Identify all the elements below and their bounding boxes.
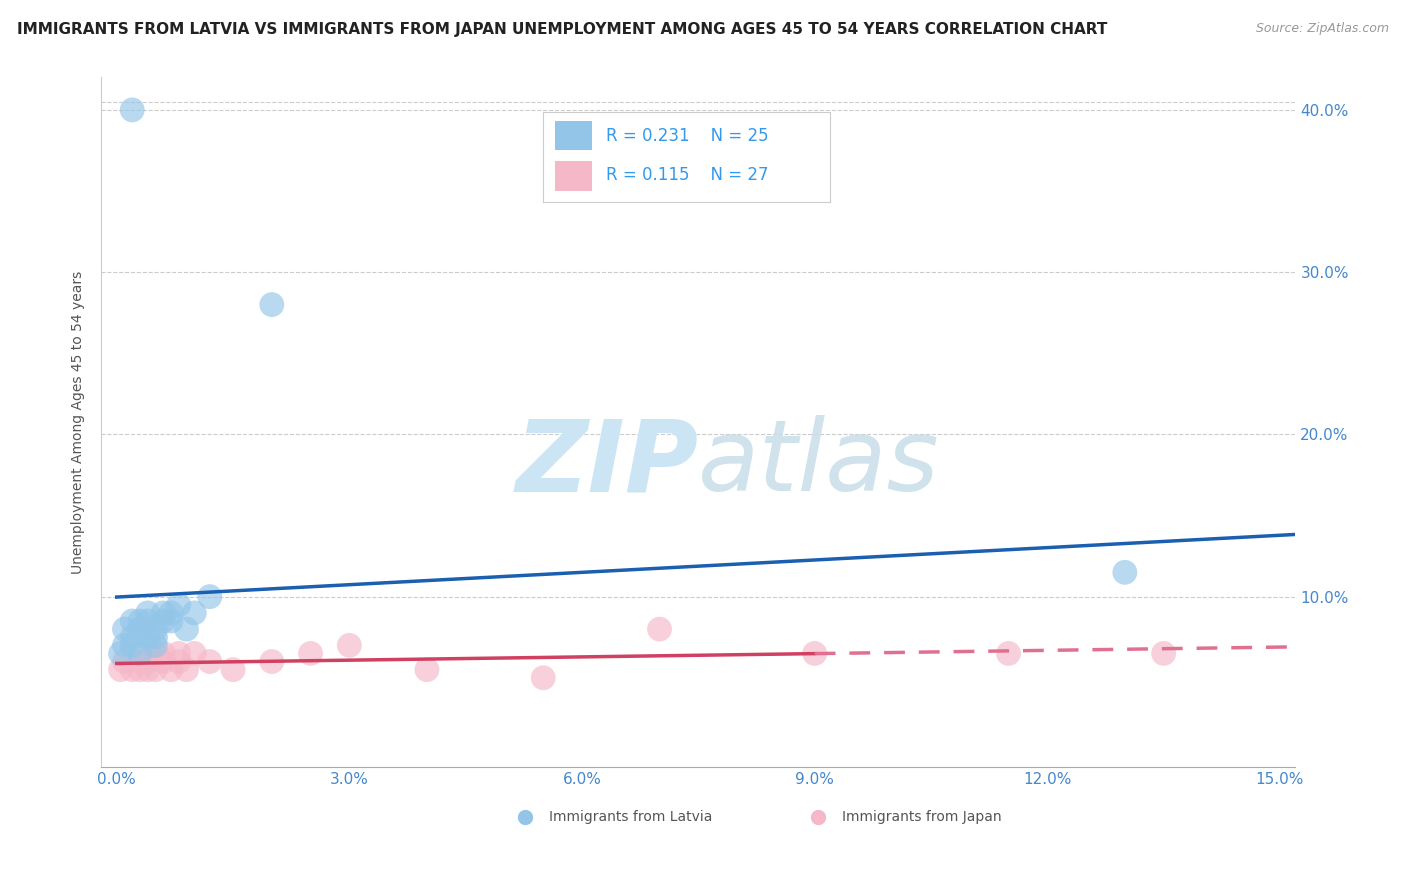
- Text: ZIP: ZIP: [516, 415, 699, 512]
- Point: [121, 663, 143, 677]
- Point: [121, 614, 143, 628]
- Point: [110, 647, 132, 661]
- Point: [121, 630, 143, 644]
- Point: [152, 647, 174, 661]
- Point: [198, 655, 221, 669]
- Point: [176, 622, 198, 636]
- Point: [1153, 647, 1175, 661]
- Text: Immigrants from Japan: Immigrants from Japan: [842, 810, 1001, 823]
- Point: [152, 606, 174, 620]
- Point: [145, 622, 167, 636]
- Point: [176, 663, 198, 677]
- Point: [260, 655, 283, 669]
- Point: [129, 614, 152, 628]
- Point: [152, 614, 174, 628]
- Point: [145, 638, 167, 652]
- Point: [183, 606, 205, 620]
- Text: Source: ZipAtlas.com: Source: ZipAtlas.com: [1256, 22, 1389, 36]
- Point: [136, 606, 159, 620]
- Point: [160, 606, 183, 620]
- Point: [531, 671, 554, 685]
- Point: [129, 663, 152, 677]
- Point: [110, 663, 132, 677]
- Point: [803, 647, 825, 661]
- Point: [167, 598, 190, 612]
- Point: [145, 630, 167, 644]
- Point: [648, 622, 671, 636]
- Point: [145, 663, 167, 677]
- Point: [997, 647, 1019, 661]
- Point: [136, 655, 159, 669]
- Text: IMMIGRANTS FROM LATVIA VS IMMIGRANTS FROM JAPAN UNEMPLOYMENT AMONG AGES 45 TO 54: IMMIGRANTS FROM LATVIA VS IMMIGRANTS FRO…: [17, 22, 1108, 37]
- Text: atlas: atlas: [699, 415, 941, 512]
- Point: [136, 630, 159, 644]
- Point: [222, 663, 245, 677]
- Point: [129, 647, 152, 661]
- Y-axis label: Unemployment Among Ages 45 to 54 years: Unemployment Among Ages 45 to 54 years: [72, 270, 86, 574]
- Point: [152, 655, 174, 669]
- Point: [114, 638, 136, 652]
- Point: [160, 663, 183, 677]
- Point: [160, 614, 183, 628]
- Point: [145, 647, 167, 661]
- Point: [183, 647, 205, 661]
- Point: [129, 622, 152, 636]
- Point: [167, 647, 190, 661]
- Point: [167, 655, 190, 669]
- Point: [136, 614, 159, 628]
- Point: [136, 663, 159, 677]
- Point: [337, 638, 360, 652]
- Point: [299, 647, 322, 661]
- Point: [416, 663, 439, 677]
- Point: [121, 103, 143, 117]
- Point: [114, 655, 136, 669]
- Point: [129, 655, 152, 669]
- Text: Immigrants from Latvia: Immigrants from Latvia: [550, 810, 713, 823]
- Point: [1114, 566, 1136, 580]
- Point: [121, 638, 143, 652]
- Point: [260, 297, 283, 311]
- Point: [198, 590, 221, 604]
- Point: [114, 622, 136, 636]
